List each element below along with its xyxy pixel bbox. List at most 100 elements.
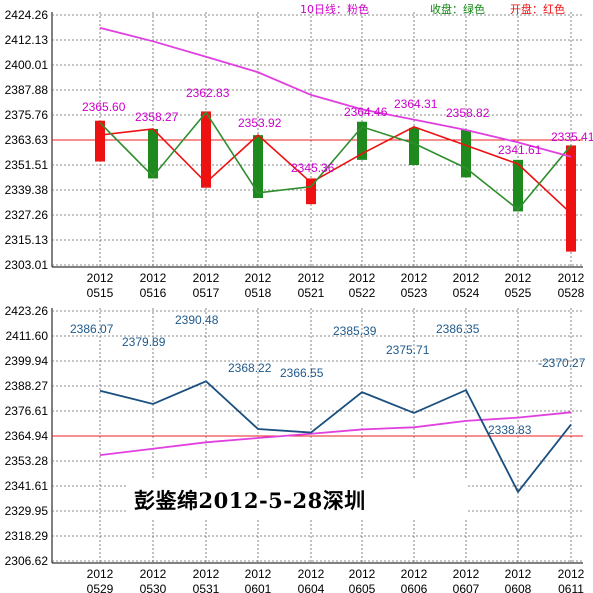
lower-x-tick-year: 2012 bbox=[298, 567, 325, 581]
lower-data-label: 2338.83 bbox=[488, 423, 532, 437]
lower-y-tick-label: 2341.61 bbox=[5, 479, 49, 493]
lower-data-label: 2386.35 bbox=[436, 322, 480, 336]
upper-x-tick-year: 2012 bbox=[298, 271, 325, 285]
upper-x-tick-date: 0521 bbox=[298, 286, 325, 300]
upper-x-tick-year: 2012 bbox=[401, 271, 428, 285]
lower-y-tick-label: 2364.94 bbox=[5, 429, 49, 443]
lower-data-label: 2386.07 bbox=[70, 322, 114, 336]
lower-forecast-chart: 2423.26 2411.60 2399.94 2388.27 2376.61 2364.… bbox=[5, 304, 586, 593]
lower-series-line bbox=[99, 380, 572, 494]
lower-x-tick-date: 0611 bbox=[558, 582, 584, 593]
upper-x-tick-year: 2012 bbox=[193, 271, 220, 285]
lower-x-tick-year: 2012 bbox=[349, 567, 376, 581]
lower-y-tick-label: 2318.29 bbox=[5, 529, 49, 543]
upper-x-tick-date: 0528 bbox=[558, 286, 585, 300]
candle bbox=[253, 135, 263, 199]
lower-data-label: 2366.55 bbox=[280, 366, 324, 380]
lower-x-tick-date: 0608 bbox=[505, 582, 532, 593]
lower-y-tick-label: 2353.28 bbox=[5, 454, 49, 468]
lower-data-label: 2385.39 bbox=[333, 324, 377, 338]
upper-x-tick-year: 2012 bbox=[140, 271, 167, 285]
upper-x-tick-year: 2012 bbox=[505, 271, 532, 285]
upper-data-label: 2358.27 bbox=[135, 110, 179, 124]
upper-x-tick-year: 2012 bbox=[245, 271, 272, 285]
candle bbox=[409, 127, 419, 166]
upper-y-tick-label: 2327.26 bbox=[5, 208, 49, 222]
lower-data-label: 2390.48 bbox=[175, 313, 219, 327]
candle bbox=[148, 128, 158, 179]
upper-x-tick-year: 2012 bbox=[349, 271, 376, 285]
upper-x-tick-date: 0525 bbox=[505, 286, 532, 300]
lower-x-tick-date: 0530 bbox=[140, 582, 167, 593]
candle bbox=[201, 111, 211, 188]
open-line bbox=[99, 126, 572, 215]
lower-y-tick-label: 2388.27 bbox=[5, 379, 49, 393]
upper-y-tick-label: 2400.01 bbox=[5, 58, 49, 72]
lower-x-tick-year: 2012 bbox=[87, 567, 114, 581]
lower-y-tick-label: 2411.60 bbox=[6, 329, 49, 343]
lower-y-tick-label: 2306.62 bbox=[5, 554, 49, 568]
candle bbox=[461, 129, 471, 178]
upper-x-tick-date: 0517 bbox=[193, 286, 220, 300]
upper-data-label: 2341.61 bbox=[498, 143, 542, 157]
lower-x-tick-date: 0529 bbox=[87, 582, 114, 593]
lower-x-tick-year: 2012 bbox=[453, 567, 480, 581]
upper-data-label: 2365.60 bbox=[82, 100, 126, 114]
lower-x-tick-year: 2012 bbox=[558, 567, 585, 581]
upper-data-label: 2364.46 bbox=[344, 105, 388, 119]
upper-y-tick-label: 2351.51 bbox=[5, 158, 49, 172]
upper-y-tick-label: 2387.88 bbox=[5, 83, 49, 97]
candle bbox=[306, 178, 316, 205]
legend-open: 开盘：红色 bbox=[510, 2, 565, 16]
upper-y-tick-label: 2375.76 bbox=[5, 108, 49, 122]
upper-y-tick-label: 2363.63 bbox=[5, 133, 49, 147]
upper-data-label: 2364.31 bbox=[394, 97, 438, 111]
lower-x-tick-year: 2012 bbox=[401, 567, 428, 581]
lower-y-tick-label: 2329.95 bbox=[5, 504, 49, 518]
candle bbox=[357, 121, 367, 160]
legend: 10日线：粉色 收盘：绿色 开盘：红色 bbox=[300, 2, 565, 16]
upper-x-tick-date: 0524 bbox=[453, 286, 480, 300]
lower-x-tick-year: 2012 bbox=[505, 567, 532, 581]
upper-data-label: 2345.36 bbox=[291, 161, 335, 175]
lower-y-tick-label: 2423.26 bbox=[5, 304, 49, 318]
lower-x-tick-date: 0606 bbox=[401, 582, 428, 593]
lower-data-label: 2379.89 bbox=[122, 335, 166, 349]
close-line bbox=[99, 111, 572, 211]
candle bbox=[566, 145, 576, 252]
legend-close: 收盘：绿色 bbox=[430, 2, 485, 16]
lower-data-label: 2368.22 bbox=[228, 361, 272, 375]
upper-x-tick-date: 0518 bbox=[245, 286, 272, 300]
lower-data-label: 2375.71 bbox=[386, 343, 430, 357]
upper-x-tick-year: 2012 bbox=[87, 271, 114, 285]
candle bbox=[95, 120, 105, 162]
lower-x-tick-year: 2012 bbox=[193, 567, 220, 581]
upper-y-tick-label: 2339.38 bbox=[5, 183, 49, 197]
upper-y-tick-label: 2412.13 bbox=[5, 33, 49, 47]
upper-data-label: 2362.83 bbox=[186, 86, 230, 100]
upper-price-chart: 2424.26 2412.13 2400.01 2387.88 2375.76 2363.… bbox=[5, 8, 593, 300]
upper-y-tick-label: 2424.26 bbox=[5, 8, 49, 22]
upper-x-tick-date: 0516 bbox=[140, 286, 167, 300]
lower-x-tick-date: 0601 bbox=[245, 582, 272, 593]
lower-x-tick-date: 0607 bbox=[453, 582, 480, 593]
lower-y-tick-label: 2376.61 bbox=[5, 404, 49, 418]
lower-data-label: -2370.27 bbox=[538, 356, 586, 370]
upper-x-tick-year: 2012 bbox=[558, 271, 585, 285]
watermark-signature: 彭鉴绵2012-5-28深圳 bbox=[134, 488, 366, 513]
upper-x-tick-date: 0515 bbox=[87, 286, 114, 300]
upper-y-tick-label: 2303.01 bbox=[5, 258, 49, 272]
legend-ma10: 10日线：粉色 bbox=[300, 2, 369, 16]
lower-x-tick-date: 0531 bbox=[193, 582, 220, 593]
upper-x-tick-year: 2012 bbox=[453, 271, 480, 285]
lower-trend-line bbox=[99, 411, 572, 457]
ma10-line bbox=[99, 27, 572, 158]
candle bbox=[513, 159, 523, 212]
upper-y-tick-label: 2315.13 bbox=[5, 233, 49, 247]
upper-data-label: 2335.41 bbox=[551, 130, 593, 144]
watermark-background bbox=[128, 480, 468, 520]
upper-x-tick-date: 0523 bbox=[401, 286, 428, 300]
upper-data-label: 2358.82 bbox=[446, 106, 490, 120]
upper-x-tick-date: 0522 bbox=[349, 286, 376, 300]
